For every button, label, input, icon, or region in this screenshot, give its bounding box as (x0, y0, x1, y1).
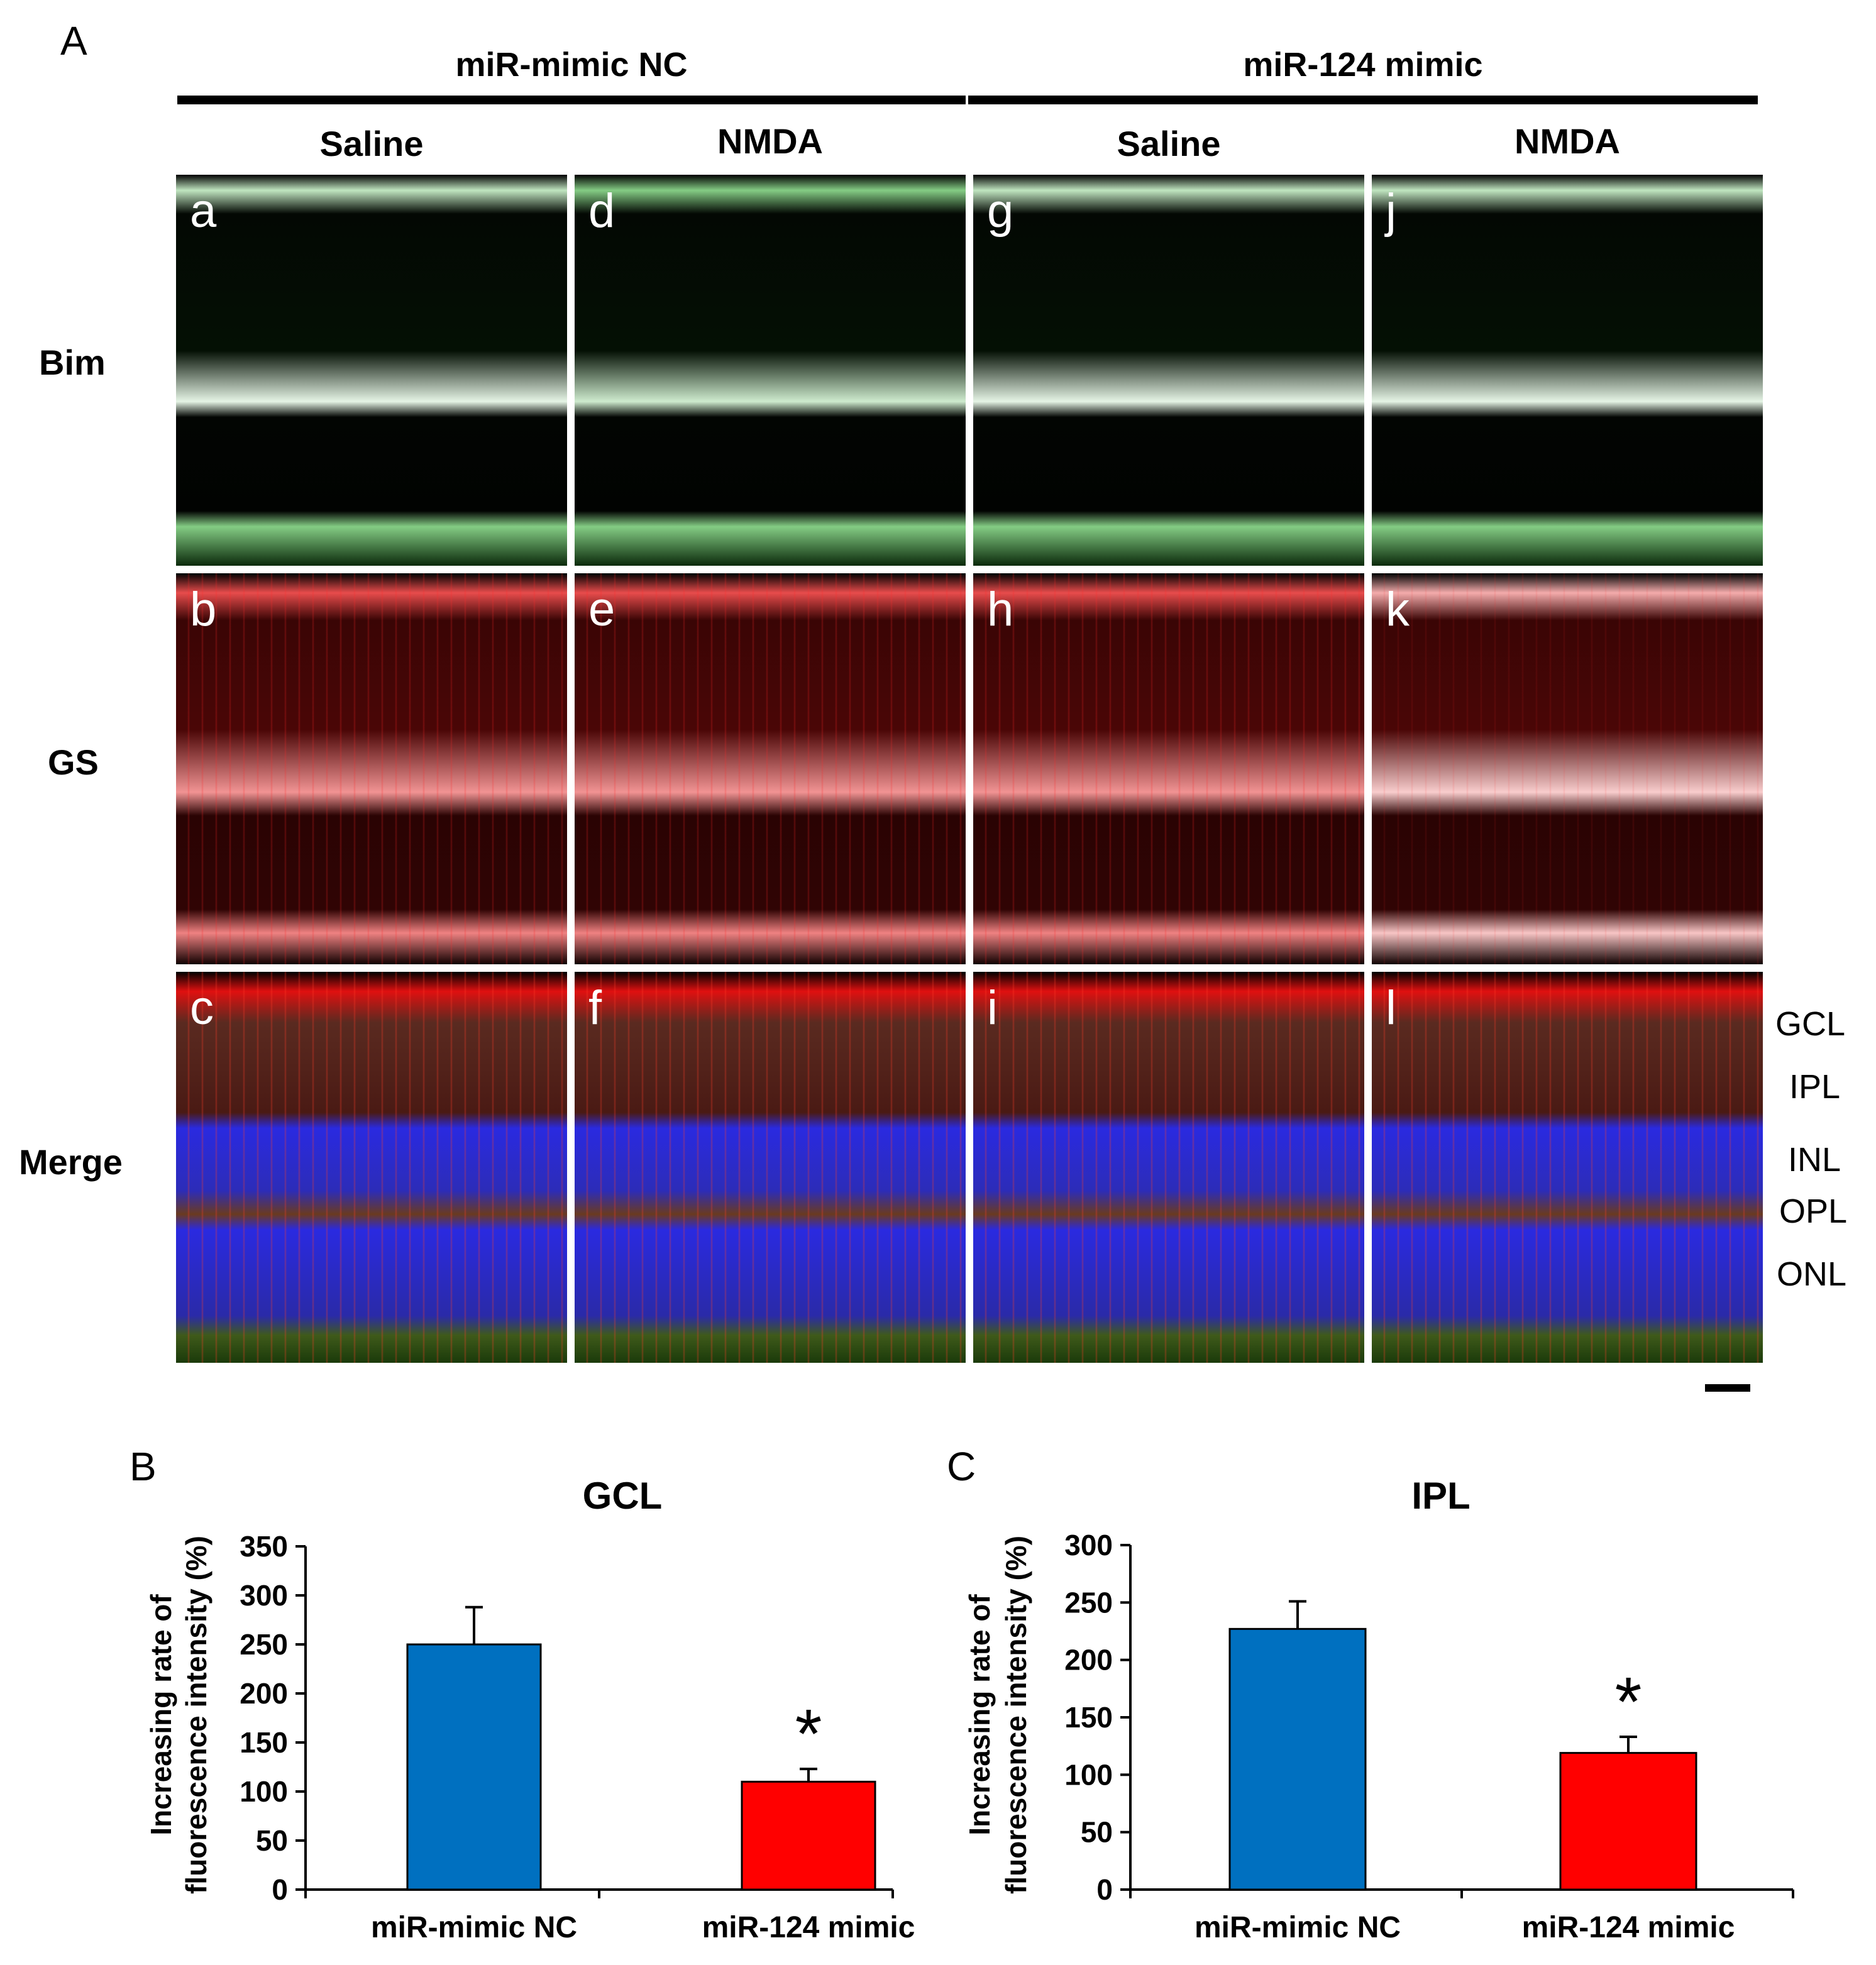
micrograph-bim-a: a (176, 175, 567, 566)
row-label-merge: Merge (19, 1142, 123, 1182)
category-label-gcl-1: miR-124 mimic (702, 1911, 915, 1944)
micrograph-letter-h: h (987, 583, 1014, 636)
layer-label-inl: INL (1788, 1141, 1841, 1179)
micrograph-letter-d: d (588, 184, 615, 238)
column-title-nmda-nc: NMDA (717, 121, 823, 161)
micrograph-merge-f: f (575, 972, 966, 1363)
panel-letter-a: A (60, 18, 87, 63)
y-tick-label-ipl-150: 150 (1064, 1701, 1113, 1734)
group-title-mimic: miR-124 mimic (1243, 46, 1483, 84)
y-axis-label-ipl-line2: fluorescence intensity (%) (1000, 1536, 1032, 1894)
y-tick-label-ipl-250: 250 (1064, 1586, 1113, 1619)
column-title-saline-nc: Saline (319, 124, 424, 163)
micrograph-merge-l: l (1372, 972, 1763, 1363)
y-tick-label-ipl-0: 0 (1096, 1873, 1113, 1906)
y-tick-label-gcl-0: 0 (272, 1873, 288, 1906)
y-axis-label-ipl-line1: Increasing rate of (963, 1594, 996, 1836)
category-label-gcl-0: miR-mimic NC (371, 1911, 577, 1944)
layer-label-gcl: GCL (1775, 1005, 1846, 1043)
micrograph-letter-g: g (987, 184, 1014, 238)
significance-asterisk-ipl: * (1615, 1663, 1642, 1741)
significance-asterisk-gcl: * (795, 1695, 822, 1773)
chart-title-gcl: GCL (583, 1475, 663, 1517)
y-tick-label-gcl-150: 150 (240, 1726, 288, 1759)
micrograph-letter-a: a (190, 184, 217, 238)
chart-title-ipl: IPL (1411, 1475, 1470, 1517)
row-label-gs: GS (48, 742, 99, 782)
y-tick-label-ipl-100: 100 (1064, 1758, 1113, 1791)
y-tick-label-ipl-200: 200 (1064, 1644, 1113, 1676)
bar-gcl-0 (406, 1643, 542, 1891)
micrograph-letter-c: c (190, 981, 214, 1035)
micrograph-bim-j: j (1372, 175, 1763, 566)
bar-chart-ipl: IPL 0 50 100 150 200 250 300 Increasing rate of f… (963, 1475, 1794, 1944)
bar-chart-gcl: GCL 0 50 100 150 200 250 300 350 Increasing rate … (145, 1475, 915, 1944)
group-title-nc: miR-mimic NC (455, 46, 688, 84)
micrograph-letter-i: i (987, 981, 998, 1035)
micrograph-letter-j: j (1386, 184, 1396, 238)
layer-label-ipl: IPL (1789, 1068, 1841, 1106)
micrograph-bim-g: g (973, 175, 1364, 566)
y-tick-label-gcl-50: 50 (256, 1824, 288, 1857)
category-label-ipl-0: miR-mimic NC (1195, 1911, 1401, 1944)
category-label-ipl-1: miR-124 mimic (1522, 1911, 1735, 1944)
y-tick-label-gcl-200: 200 (240, 1677, 288, 1710)
micrograph-letter-e: e (588, 583, 615, 636)
y-tick-label-ipl-50: 50 (1081, 1816, 1113, 1849)
layer-label-onl: ONL (1777, 1255, 1847, 1293)
micrograph-merge-i: i (973, 972, 1364, 1363)
micrograph-gs-e: e (575, 573, 966, 964)
y-tick-label-ipl-300: 300 (1064, 1529, 1113, 1561)
y-tick-label-gcl-100: 100 (240, 1775, 288, 1808)
column-title-nmda-mimic: NMDA (1515, 121, 1620, 161)
bar-ipl-1 (1559, 1752, 1697, 1891)
micrograph-letter-l: l (1386, 981, 1396, 1035)
micrograph-gs-b: b (176, 573, 567, 964)
row-label-bim: Bim (39, 343, 106, 382)
scale-bar (1705, 1384, 1750, 1392)
y-axis-label-gcl-line2: fluorescence intensity (%) (180, 1536, 212, 1894)
y-axis-label-gcl-line1: Increasing rate of (145, 1594, 177, 1836)
micrograph-bim-d: d (575, 175, 966, 566)
y-tick-label-gcl-250: 250 (240, 1628, 288, 1661)
group-rule-mimic (968, 96, 1758, 104)
bar-ipl-0 (1228, 1627, 1367, 1891)
micrograph-letter-k: k (1386, 583, 1410, 636)
micrograph-merge-c: c (176, 972, 567, 1363)
layer-label-opl: OPL (1779, 1192, 1848, 1230)
bar-gcl-1 (741, 1780, 876, 1891)
micrograph-letter-f: f (588, 981, 602, 1035)
micrograph-gs-h: h (973, 573, 1364, 964)
column-title-saline-mimic: Saline (1117, 124, 1221, 163)
y-tick-label-gcl-350: 350 (240, 1530, 288, 1563)
micrograph-gs-k: k (1372, 573, 1763, 964)
panel-letter-b: B (130, 1444, 157, 1489)
group-rule-nc (177, 96, 966, 104)
micrograph-letter-b: b (190, 583, 217, 636)
panel-letter-c: C (947, 1444, 976, 1489)
y-tick-label-gcl-300: 300 (240, 1579, 288, 1612)
